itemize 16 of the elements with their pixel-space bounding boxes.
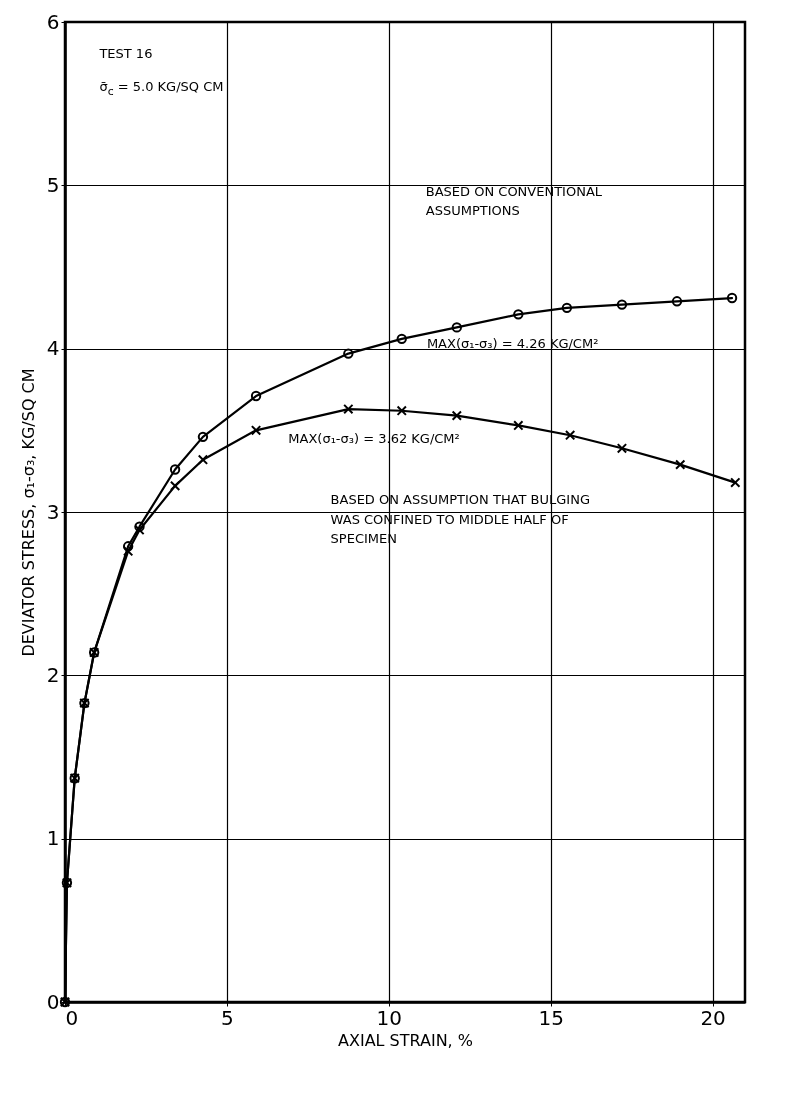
y-tick-label: 5 (46, 172, 60, 197)
y-tick-label: 2 (46, 662, 60, 687)
y-axis-title: DEVIATOR STRESS, σ₁-σ₃, KG/SQ CM (18, 368, 38, 657)
x-tick-label: 5 (221, 1005, 234, 1030)
x-tick-label: 15 (538, 1005, 564, 1030)
annotation: σ̄$_{c}$ = 5.0 KG/SQ CM (99, 77, 225, 100)
y-tick-label: 0 (46, 989, 60, 1014)
annotation: TEST 16 (99, 45, 154, 64)
x-axis-title: AXIAL STRAIN, % (338, 1030, 473, 1050)
y-tick-label: 3 (46, 499, 60, 524)
y-tick-label: 1 (46, 826, 60, 851)
x-tick-label: 10 (376, 1005, 403, 1030)
x-tick-label: 0 (65, 1005, 79, 1030)
y-tick-label: 4 (46, 336, 60, 361)
x-tick-label: 20 (700, 1005, 726, 1030)
y-tick-label: 6 (46, 9, 60, 34)
